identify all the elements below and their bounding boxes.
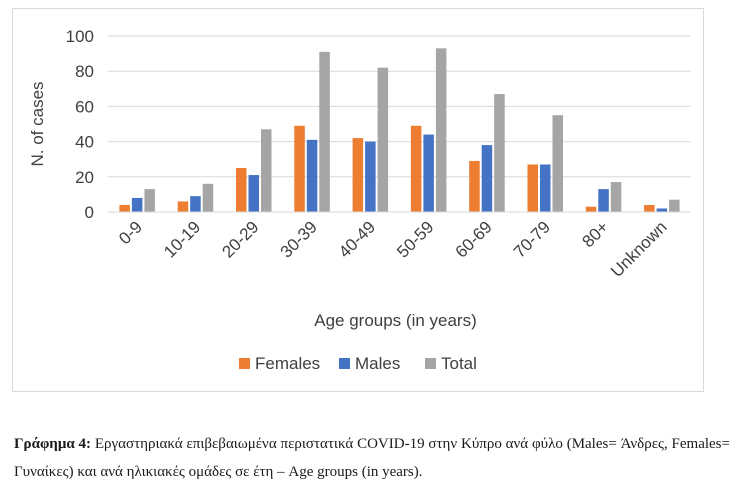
legend-swatch-males [339,358,350,369]
bar-total-unknown [669,199,680,212]
x-tick-label: 40-49 [335,217,379,261]
bars [119,48,680,213]
legend-swatch-females [239,358,250,369]
bar-females-30-39 [294,125,305,212]
y-axis-title: N. of cases [28,81,47,166]
bar-females-50-59 [410,125,422,212]
bar-males-70-79 [540,164,551,212]
y-tick-label: 0 [85,203,94,222]
bar-total-30-39 [319,51,330,213]
bar-males-unknown [656,208,668,212]
figure-caption: Γράφημα 4: Εργαστηριακά επιβεβαιωμένα πε… [14,430,730,486]
x-tick-label: 60-69 [452,217,496,261]
y-tick-label: 100 [66,27,94,46]
y-tick-label: 80 [75,62,94,81]
legend-label-females: Females [255,354,320,373]
x-tick-label: 30-39 [277,217,321,261]
bar-males-60-69 [481,145,493,212]
grid-lines [108,35,691,178]
y-tick-label: 40 [75,133,94,152]
bar-males-30-39 [306,139,318,212]
bar-chart: 0 20 40 60 80 100 0-9 10-19 20-29 30-39 40-49 50-5… [28,27,691,373]
bar-females-80+ [585,206,597,212]
legend-label-males: Males [355,354,400,373]
bar-males-80+ [598,189,609,212]
legend-label-total: Total [441,354,477,373]
x-tick-label: 80+ [579,217,613,251]
bar-total-60-69 [494,94,505,212]
bar-total-70-79 [552,115,563,212]
legend: Females Males Total [239,354,477,373]
bar-males-50-59 [423,134,434,212]
x-tick-label: Unknown [607,217,671,281]
bar-total-20-29 [261,129,272,212]
bar-males-10-19 [190,196,201,212]
caption-text: Εργαστηριακά επιβεβαιωμένα περιστατικά C… [14,436,730,480]
bar-males-40-49 [365,141,376,212]
y-tick-label: 60 [75,97,94,116]
bar-males-0-9 [131,197,143,212]
bar-females-unknown [644,204,655,212]
bar-total-0-9 [144,189,155,212]
bar-females-0-9 [119,204,130,212]
bar-females-40-49 [352,138,364,212]
x-tick-label: 20-29 [218,217,262,261]
bar-females-10-19 [177,201,189,212]
y-axis-ticks: 0 20 40 60 80 100 [66,27,94,222]
x-tick-label: 70-79 [510,217,554,261]
bar-total-40-49 [377,67,389,213]
x-tick-label: 10-19 [160,217,204,261]
caption-label: Γράφημα 4: [14,436,92,452]
bar-females-70-79 [527,164,538,212]
x-axis-ticks: 0-9 10-19 20-29 30-39 40-49 50-59 60-69 70-79 80… [115,217,671,281]
y-tick-label: 20 [75,168,94,187]
bar-total-10-19 [202,183,214,212]
legend-swatch-total [425,358,436,369]
bar-females-60-69 [469,160,480,212]
bar-males-20-29 [248,175,259,212]
x-axis-title: Age groups (in years) [314,311,477,330]
bar-total-80+ [610,182,622,212]
x-tick-label: 50-59 [393,217,437,261]
bar-females-20-29 [236,168,247,212]
bar-total-50-59 [435,48,447,212]
x-tick-label: 0-9 [115,217,146,248]
chart-frame: 0 20 40 60 80 100 0-9 10-19 20-29 30-39 40-49 50-5… [12,8,704,392]
